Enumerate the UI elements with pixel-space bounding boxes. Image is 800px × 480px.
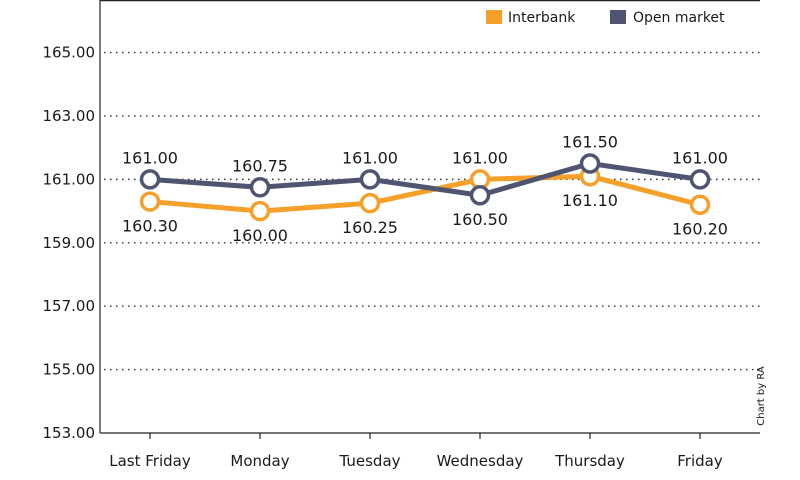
legend-label-interbank: Interbank <box>508 10 576 26</box>
data-point-interbank <box>249 200 271 222</box>
x-tick-label: Wednesday <box>437 452 524 470</box>
data-point-open-market <box>469 184 491 206</box>
x-tick-label: Monday <box>230 452 289 470</box>
data-point-open-market <box>139 169 161 190</box>
data-point-open-market <box>249 177 271 198</box>
data-label-interbank: 160.25 <box>342 218 398 237</box>
chart-credit: Chart by RA <box>756 366 767 426</box>
data-label-interbank: 160.00 <box>232 226 288 245</box>
y-tick-label: 161.00 <box>43 170 96 188</box>
data-label-open-market: 161.00 <box>342 148 398 167</box>
y-tick-label: 157.00 <box>43 297 96 315</box>
data-point-interbank <box>359 192 381 214</box>
data-point-open-market <box>689 169 711 190</box>
x-tick-label: Thursday <box>554 452 625 470</box>
data-point-open-market <box>359 169 381 190</box>
y-tick-labels: 153.00 155.00 157.00 159.00 161.00 163.00 165.… <box>43 44 96 442</box>
legend-label-open-market: Open market <box>633 10 725 26</box>
y-tick-label: 165.00 <box>43 44 96 62</box>
y-tick-label: 155.00 <box>43 361 96 379</box>
y-tick-label: 159.00 <box>43 234 96 252</box>
data-point-interbank <box>139 191 161 212</box>
data-label-open-market: 160.75 <box>232 156 288 175</box>
x-tick-label: Friday <box>677 452 723 470</box>
x-tick-label: Tuesday <box>338 452 400 470</box>
y-tick-label: 163.00 <box>43 107 96 125</box>
data-label-open-market: 160.50 <box>452 210 508 229</box>
y-tick-label: 153.00 <box>43 424 96 442</box>
series-line-open-market <box>147 161 703 198</box>
data-label-interbank: 161.10 <box>562 191 618 210</box>
data-point-interbank <box>689 194 711 215</box>
legend: Interbank Open market <box>486 10 725 26</box>
data-label-interbank: 161.00 <box>452 148 508 167</box>
x-tick-label: Last Friday <box>109 452 191 470</box>
axis-layer <box>99 0 760 434</box>
data-point-open-market <box>579 153 601 174</box>
data-label-interbank: 160.20 <box>672 220 728 239</box>
data-labels: 160.30 160.00 160.25 161.00 161.10 160.20 161.… <box>122 133 728 246</box>
data-label-interbank: 160.30 <box>122 217 178 236</box>
x-tick-labels: Last Friday Monday Tuesday Wednesday Thursda… <box>109 433 723 470</box>
data-label-open-market: 161.50 <box>562 133 618 152</box>
legend-swatch-open-market <box>610 10 626 24</box>
data-label-open-market: 161.00 <box>672 148 728 167</box>
series-layer <box>139 153 711 222</box>
legend-swatch-interbank <box>486 10 502 24</box>
grid-layer <box>104 51 760 371</box>
series-line-interbank <box>147 173 703 214</box>
data-label-open-market: 161.00 <box>122 148 178 167</box>
